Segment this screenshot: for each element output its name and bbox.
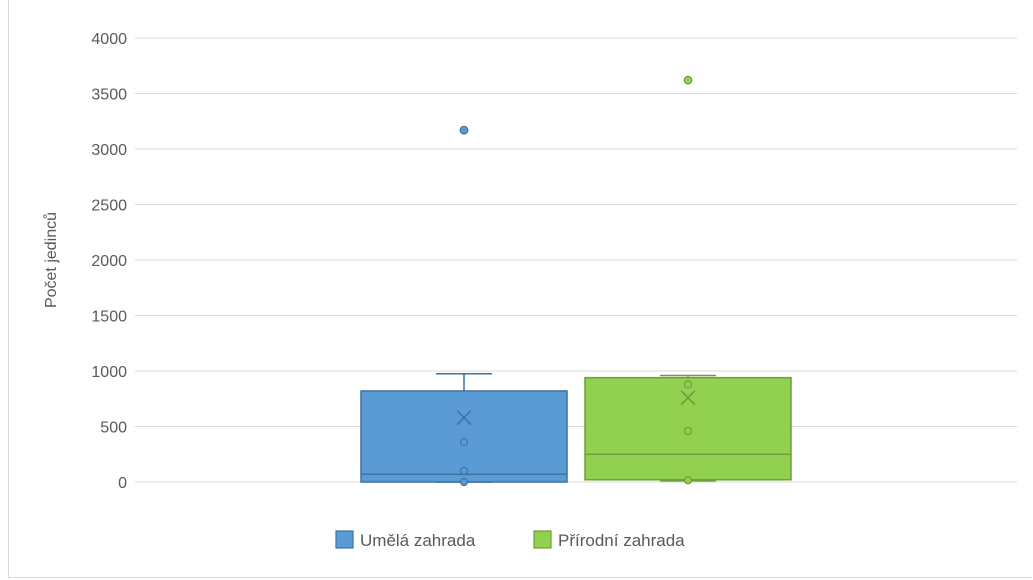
- y-tick-label: 1000: [91, 364, 127, 381]
- legend-label: Umělá zahrada: [360, 531, 476, 550]
- legend-swatch: [335, 530, 354, 549]
- legend-swatch: [533, 530, 552, 549]
- mean-marker: [680, 390, 696, 406]
- inner-point: [683, 380, 693, 389]
- y-tick-label: 0: [118, 475, 127, 492]
- legend-label: Přírodní zahrada: [558, 531, 685, 550]
- box-series: [584, 75, 792, 485]
- outlier-point: [459, 125, 469, 135]
- y-tick-label: 1500: [91, 309, 127, 326]
- inner-point: [683, 426, 693, 436]
- y-tick-label: 3000: [91, 142, 127, 159]
- outlier-point: [683, 75, 693, 85]
- inner-point: [459, 437, 469, 447]
- gridlines: [135, 37, 1017, 483]
- box-series: [360, 125, 568, 487]
- y-tick-label: 2000: [91, 253, 127, 270]
- inner-point: [459, 477, 469, 487]
- y-tick-label: 4000: [91, 31, 127, 48]
- y-tick-label: 3500: [91, 87, 127, 104]
- box-series-group: [360, 75, 792, 487]
- inner-point: [683, 476, 693, 485]
- boxplot-chart: Počet jedinců 0 500 1000 1500 2000 2500 3000 35…: [42, 31, 1017, 550]
- y-axis-title: Počet jedinců: [42, 212, 60, 308]
- inner-point: [459, 466, 469, 475]
- legend: Umělá zahrada Přírodní zahrada: [335, 530, 685, 550]
- y-tick-label: 500: [100, 420, 127, 437]
- mean-marker: [456, 410, 472, 426]
- y-tick-labels: 0 500 1000 1500 2000 2500 3000 3500 4000: [91, 31, 127, 492]
- chart-frame: Počet jedinců 0 500 1000 1500 2000 2500 3000 35…: [8, 0, 1032, 578]
- y-tick-label: 2500: [91, 198, 127, 215]
